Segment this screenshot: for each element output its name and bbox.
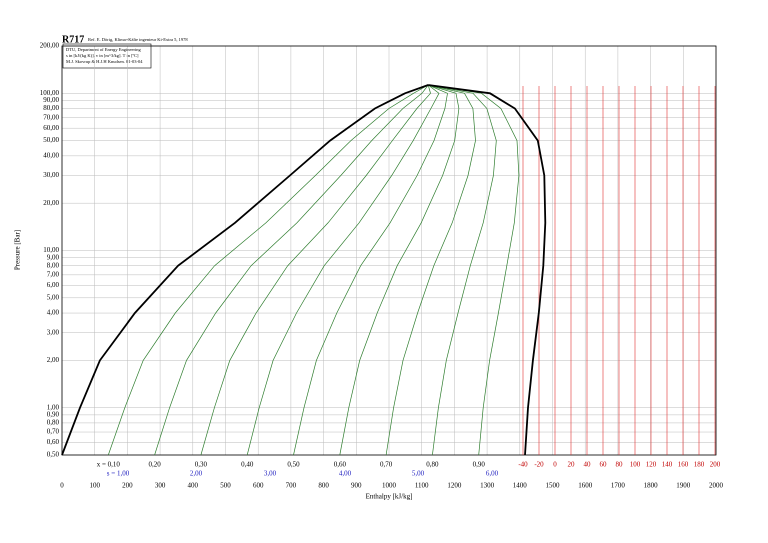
temperature-label: -20 [534,461,544,469]
y-tick-label: 50,00 [43,136,59,144]
quality-label: 0,80 [426,461,439,469]
entropy-label: 2,00 [190,470,203,478]
quality-line [385,84,476,456]
entropy-label: 5,00 [412,470,425,478]
temperature-label: 200 [710,461,721,469]
quality-line [246,84,440,456]
y-tick-label: 10,00 [43,246,59,254]
x-tick-label: 400 [188,482,199,490]
info: M.J. Skovrup & H.J.H Knudsen. 01-03-04 [66,59,143,64]
x-tick-label: 1500 [546,482,561,490]
quality-line [428,84,520,456]
info-box [62,43,152,69]
y-tick-label: 0,90 [47,410,60,418]
temperature-label: 180 [694,461,705,469]
entropy-label: s = 1,00 [107,470,130,478]
saturation-line [428,84,547,456]
quality-line [428,84,497,456]
reference: Ref. E. Dörig, Klima+Kälte ingenieur Ki-… [88,37,188,43]
entropy-label: 3,00 [264,470,277,478]
quality-label: 0,60 [334,461,347,469]
x-tick-label: 1300 [480,482,495,490]
y-tick-label: 20,00 [43,199,59,207]
y-tick-label: 9,00 [47,253,60,261]
temperature-label: 160 [678,461,689,469]
x-tick-label: 500 [220,482,231,490]
quality-label: 0,70 [380,461,393,469]
y-tick-label: 4,00 [47,309,60,317]
y-tick-label: 3,00 [47,328,60,336]
quality-label: 0,90 [473,461,486,469]
saturation-line [61,84,429,456]
y-tick-label: 100,00 [40,89,60,97]
y-tick-label: 80,00 [43,104,59,112]
x-tick-label: 1400 [513,482,528,490]
x-tick-label: 800 [318,482,329,490]
info: s in [kJ/(kg K)]. v in [m^3/kg]. T in [º… [66,53,139,58]
y-tick-label: 5,00 [47,293,60,301]
temperature-label: 80 [616,461,624,469]
y-tick-label: 2,00 [47,356,60,364]
temperature-label: 60 [600,461,608,469]
x-tick-label: 1900 [676,482,691,490]
x-tick-label: 1100 [415,482,429,490]
y-tick-label: 7,00 [47,270,60,278]
temperature-label: 120 [646,461,657,469]
quality-label: 0,30 [195,461,208,469]
y-tick-label: 0,60 [47,438,60,446]
y-tick-label: 90,00 [43,96,59,104]
quality-label: 0,20 [148,461,161,469]
quality-line [154,84,429,456]
chart-title: R717 [62,34,84,45]
y-tick-label: 8,00 [47,261,60,269]
entropy-label: 4,00 [339,470,352,478]
x-tick-label: 700 [286,482,297,490]
x-tick-label: 1600 [578,482,593,490]
x-tick-label: 900 [351,482,362,490]
temperature-label: 40 [584,461,592,469]
y-tick-label: 70,00 [43,113,59,121]
temperature-label: 100 [630,461,641,469]
x-tick-label: 600 [253,482,264,490]
temperature-label: -40 [518,461,528,469]
y-tick-label: 0,50 [47,451,60,459]
x-axis-label: Enthalpy [kJ/kg] [366,493,413,501]
quality-line [200,84,431,456]
x-tick-label: 200 [122,482,133,490]
y-tick-label: 1,00 [47,403,60,411]
x-tick-label: 300 [155,482,166,490]
x-tick-label: 0 [60,482,64,490]
plot-frame [61,45,717,456]
quality-line [107,84,429,456]
quality-line [339,84,460,456]
x-tick-label: 100 [89,482,100,490]
x-tick-label: 1200 [447,482,462,490]
quality-label: x = 0,10 [97,461,121,469]
quality-line [293,84,448,456]
y-axis-label: Pressure [Bar] [14,230,22,270]
quality-label: 0,50 [287,461,300,469]
quality-label: 0,40 [241,461,254,469]
temperature-label: 0 [553,461,557,469]
y-tick-label: 200,00 [40,42,60,50]
y-tick-label: 0,80 [47,419,60,427]
y-tick-label: 6,00 [47,281,60,289]
temperature-label: 20 [568,461,576,469]
x-tick-label: 1800 [644,482,659,490]
x-tick-label: 1700 [611,482,626,490]
y-tick-label: 0,70 [47,428,60,436]
temperature-label: 140 [662,461,673,469]
y-tick-label: 30,00 [43,171,59,179]
info: DTU, Department of Energy Engineering [66,47,142,53]
y-tick-label: 40,00 [43,151,59,159]
y-tick-label: 60,00 [43,124,59,132]
entropy-label: 6,00 [486,470,499,478]
x-tick-label: 1000 [382,482,397,490]
x-tick-label: 2000 [709,482,724,490]
